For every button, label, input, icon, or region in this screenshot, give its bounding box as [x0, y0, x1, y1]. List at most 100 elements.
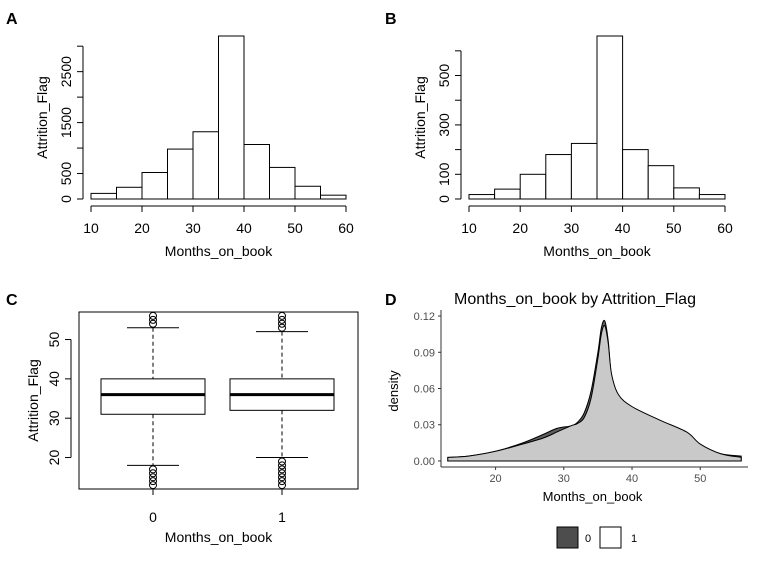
- boxplot-c: 0 1 Months_on_book 20 30 40 50 Attrition_Flag: [25, 311, 359, 545]
- y-axis-label: density: [386, 370, 401, 412]
- outlier-point: [149, 477, 157, 486]
- x-tick-label: 60: [338, 220, 354, 236]
- histogram-bar: [90, 192, 117, 200]
- y-tick-label: 300: [436, 113, 452, 137]
- y-tick-label: 0.06: [414, 384, 435, 396]
- y-axis-label: Attrition_Flag: [34, 76, 50, 158]
- legend-label-1: 1: [631, 533, 637, 545]
- histogram-bar: [570, 142, 598, 200]
- iqr-box: [100, 378, 206, 415]
- x-tick-label: 20: [489, 473, 501, 485]
- x-tick-label: 1: [278, 509, 286, 525]
- x-axis-label: Months_on_book: [165, 529, 273, 545]
- density-area-series-1: [447, 324, 742, 462]
- outlier-point: [149, 469, 157, 478]
- histogram-bar: [545, 154, 572, 200]
- histogram-bar: [647, 165, 675, 200]
- outlier-point: [278, 457, 286, 466]
- y-tick-label: 500: [436, 64, 452, 88]
- x-tick-label: 60: [717, 220, 733, 236]
- legend-key-1: [599, 526, 622, 549]
- density-d: Months_on_book by Attrition_Flag 0.00 0.03…: [386, 291, 748, 549]
- legend-label-0: 0: [585, 533, 591, 545]
- histogram-bar: [269, 166, 296, 200]
- x-tick-label: 30: [558, 473, 570, 485]
- panel-label-b: B: [385, 11, 397, 28]
- outlier-point: [278, 461, 286, 470]
- histogram-a: 10 20 30 40 50 60 Months_on_book 0 500 1500 2500 At…: [34, 35, 354, 259]
- y-tick-label: 0.12: [414, 311, 435, 323]
- y-tick-label: 0.00: [414, 456, 435, 468]
- chart-title: Months_on_book by Attrition_Flag: [454, 291, 696, 308]
- panel-label-d: D: [385, 292, 397, 309]
- box-0: [100, 311, 206, 490]
- x-tick-label: 40: [236, 220, 252, 236]
- outlier-point: [278, 319, 286, 328]
- y-tick-label: 1500: [58, 107, 74, 138]
- outlier-point: [278, 473, 286, 482]
- histogram-bar: [673, 187, 700, 200]
- histogram-bar: [167, 148, 194, 200]
- histogram-bar: [116, 186, 143, 200]
- x-tick-label: 10: [83, 220, 99, 236]
- outlier-point: [149, 319, 157, 328]
- x-tick-label: 50: [666, 220, 682, 236]
- y-tick-label: 0: [58, 195, 74, 203]
- histogram-bar: [519, 173, 547, 200]
- y-tick-label: 100: [436, 162, 452, 186]
- x-tick-label: 10: [461, 220, 477, 236]
- histogram-bar: [294, 185, 321, 200]
- x-axis-label: Months_on_book: [165, 243, 273, 259]
- x-tick-label: 50: [694, 473, 706, 485]
- histogram-bar: [141, 172, 168, 200]
- histogram-bar: [622, 149, 649, 200]
- y-axis-label: Attrition_Flag: [25, 359, 41, 441]
- x-tick-label: 0: [149, 509, 157, 525]
- x-tick-label: 40: [626, 473, 638, 485]
- box-1: [229, 311, 335, 490]
- outlier-point: [149, 465, 157, 474]
- outlier-point: [278, 469, 286, 478]
- outlier-point: [278, 465, 286, 474]
- outlier-point: [278, 323, 286, 332]
- x-tick-label: 30: [564, 220, 580, 236]
- x-tick-label: 40: [615, 220, 631, 236]
- outlier-point: [149, 481, 157, 490]
- x-axis-label: Months_on_book: [543, 243, 651, 259]
- histogram-bar: [596, 35, 624, 200]
- y-tick-label: 0.03: [414, 420, 435, 432]
- y-tick-label: 30: [46, 410, 62, 426]
- outlier-point: [278, 481, 286, 490]
- y-tick-label: 40: [46, 371, 62, 387]
- histogram-bar: [192, 131, 219, 200]
- outlier-point: [149, 315, 157, 324]
- x-tick-label: 30: [185, 220, 201, 236]
- outlier-point: [149, 473, 157, 482]
- x-tick-label: 20: [134, 220, 150, 236]
- y-tick-label: 2500: [58, 56, 74, 87]
- y-axis-label: Attrition_Flag: [412, 76, 428, 158]
- histogram-b: 10 20 30 40 50 60 Months_on_book 0 100 300 500 Attr…: [412, 35, 733, 259]
- y-tick-label: 500: [58, 162, 74, 186]
- y-tick-label: 0: [436, 195, 452, 203]
- outlier-point: [278, 311, 286, 320]
- legend-key-0: [556, 526, 579, 549]
- y-tick-label: 0.09: [414, 347, 435, 359]
- x-tick-label: 20: [512, 220, 528, 236]
- outlier-point: [278, 477, 286, 486]
- panel-label-a: A: [6, 11, 18, 28]
- outlier-point: [278, 315, 286, 324]
- histogram-bar: [320, 194, 347, 200]
- y-tick-label: 20: [46, 450, 62, 466]
- x-axis-label: Months_on_book: [543, 489, 643, 504]
- histogram-bar: [698, 194, 726, 200]
- histogram-bar: [468, 194, 496, 200]
- histogram-bar: [494, 188, 521, 200]
- plot-frame: [78, 311, 359, 490]
- panel-label-c: C: [6, 292, 18, 309]
- y-tick-label: 50: [46, 332, 62, 348]
- histogram-bar: [218, 35, 245, 200]
- x-tick-label: 50: [287, 220, 303, 236]
- outlier-point: [149, 311, 157, 320]
